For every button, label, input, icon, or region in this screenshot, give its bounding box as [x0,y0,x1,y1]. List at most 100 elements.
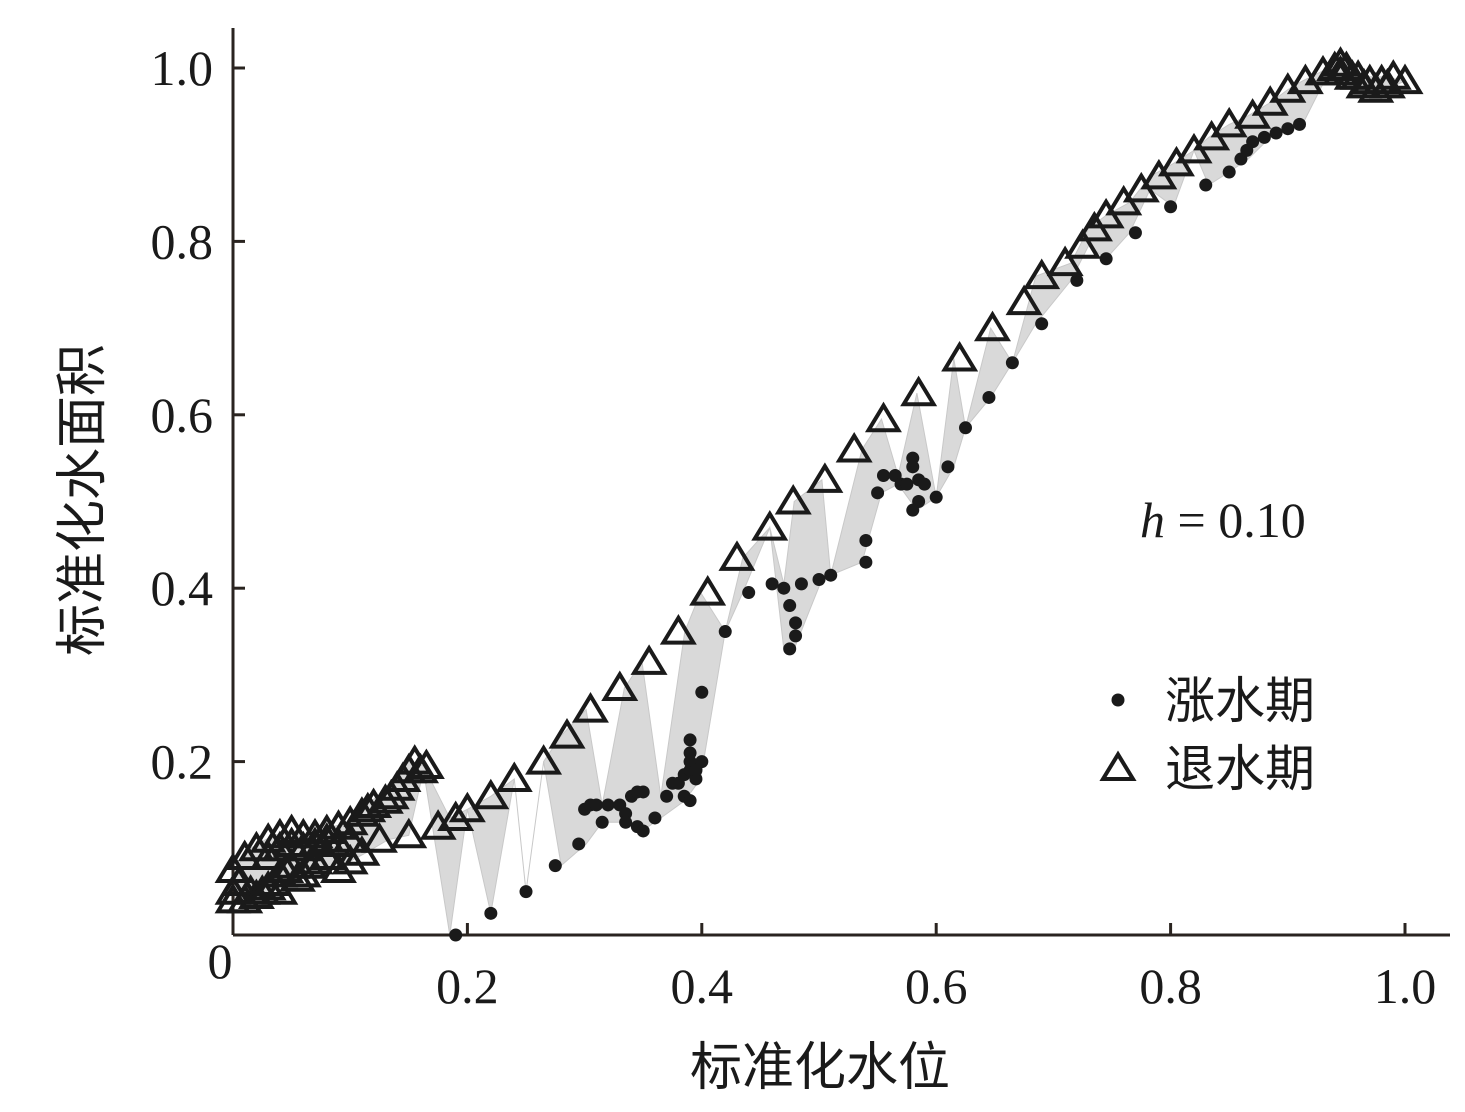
rising-point [812,573,826,587]
falling-point [296,826,334,857]
falling-point [900,375,938,407]
falling-point [261,830,299,862]
rising-point [876,468,890,482]
falling-point [331,822,369,853]
rising-point [1128,226,1142,240]
falling-point [407,748,445,779]
falling-point [1322,46,1360,77]
rising-point [859,534,873,548]
falling-point [835,431,873,463]
rising-point [519,885,533,899]
rising-point [1199,178,1213,192]
rising-point [1035,317,1049,331]
rising-point [601,798,615,812]
y-axis-title: 标准化水面积 [55,344,112,656]
falling-point [290,848,328,879]
rising-point [906,451,920,465]
rising-point [589,798,603,812]
x-tick-label: 0.8 [1139,958,1202,1014]
rising-point [929,490,943,504]
rising-point [683,733,697,747]
falling-point [390,817,428,849]
y-tick-label: 0.2 [151,734,214,790]
falling-point [601,670,639,701]
falling-point [1046,245,1084,277]
falling-point [718,540,756,571]
falling-point [973,310,1011,342]
rising-point [636,824,650,838]
rising-point [1164,200,1178,214]
y-tick-label: 1.0 [151,40,214,96]
legend-triangle-marker [1099,750,1137,781]
rising-point [449,928,463,942]
falling-point [1304,54,1342,86]
rising-point [695,755,709,769]
falling-point [331,843,369,875]
axes [231,28,1450,937]
rising-point [900,477,914,491]
rising-point [794,577,808,591]
rising-point [1257,130,1271,144]
rising-point [1099,252,1113,266]
rising-point [959,421,972,435]
y-tick-label: 0.8 [151,213,214,269]
rising-point [777,581,791,595]
legend-label: 涨水期 [1165,673,1315,729]
rising-point [648,811,662,825]
rising-point [683,746,697,760]
rising-point [683,794,697,808]
falling-point [284,830,322,862]
rising-point [871,486,885,500]
falling-point [630,644,668,675]
falling-point [437,800,475,831]
falling-point [419,809,457,840]
rising-point [1222,165,1236,179]
falling-point [1386,63,1424,95]
falling-point [319,852,357,883]
y-tick-label: 0.4 [151,560,214,616]
falling-point [1210,106,1248,138]
rising-point [765,577,779,591]
falling-point [751,510,789,541]
falling-point [659,614,697,645]
rising-point [824,568,838,582]
rising-point [917,477,931,491]
falling-point [941,340,979,372]
legend-label: 退水期 [1165,741,1315,797]
rising-point [789,616,803,630]
legend-dot-marker [1111,693,1125,707]
x-tick-label: 0.4 [671,958,734,1014]
x-tick-label: 0.6 [905,958,968,1014]
rising-point [982,390,996,404]
falling-point [864,401,902,433]
falling-point [548,718,586,749]
falling-point [774,484,812,515]
labels-layer: 0.2 0.4 0.6 0.8 1.0 0.2 0.4 0.6 0.8 1.0 0 标准化水位 标准化水… [55,40,1436,1097]
rising-point [572,837,586,851]
y-tick-label: 0.6 [151,387,214,443]
x-tick-label: 1.0 [1374,958,1437,1014]
falling-point [472,778,510,810]
falling-point [308,813,346,844]
rising-point [718,625,732,639]
falling-point [1269,72,1307,103]
rising-point [548,859,562,873]
rising-point [1070,273,1084,287]
rising-point [1269,126,1283,140]
rising-point [1246,135,1260,149]
rising-point [859,555,873,569]
rising-point [636,785,650,799]
rising-point [941,460,955,474]
falling-point [226,839,264,870]
origin-label: 0 [208,933,233,989]
rising-point [1005,356,1019,370]
bandwidth-annotation: h = 0.10 [1140,492,1306,548]
falling-point [319,826,357,857]
falling-point [243,874,281,905]
x-axis-title: 标准化水位 [690,1040,950,1097]
falling-point [1368,67,1406,99]
falling-point [355,787,393,818]
falling-point [495,761,533,792]
